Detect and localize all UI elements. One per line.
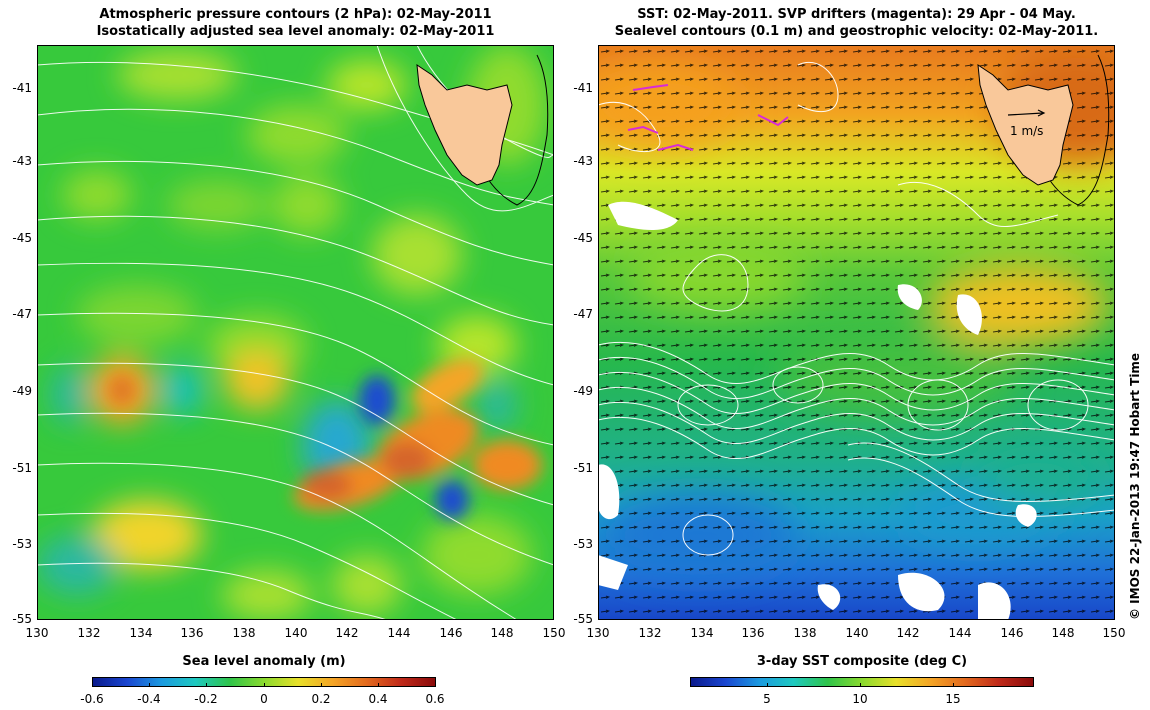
imos-credit: © IMOS 22-Jan-2013 19:47 Hobart Time: [1128, 352, 1142, 620]
left-lat-tick: -51: [12, 461, 32, 475]
left-colorbar-tick: -0.6: [80, 692, 104, 706]
left-lat-tick: -43: [12, 154, 32, 168]
left-title-line-1: Atmospheric pressure contours (2 hPa): 0…: [99, 7, 492, 22]
left-lon-tick: 150: [542, 626, 566, 640]
left-lon-tick: 130: [25, 626, 49, 640]
right-colorbar-title: 3-day SST composite (deg C): [756, 654, 968, 669]
left-lon-tick: 136: [180, 626, 204, 640]
right-lat-tick: -55: [573, 612, 593, 626]
right-lon-tick: 148: [1051, 626, 1075, 640]
sea-level-anomaly-map[interactable]: [37, 45, 554, 620]
right-lon-tick: 136: [741, 626, 765, 640]
right-colorbar-tick: 10: [852, 692, 868, 706]
right-title-line-2: Sealevel contours (0.1 m) and geostrophi…: [614, 24, 1099, 39]
right-title-line-1: SST: 02-May-2011. SVP drifters (magenta)…: [637, 7, 1076, 22]
anomaly-field: [37, 45, 547, 620]
right-lat-tick: -43: [573, 154, 593, 168]
pressure-contours: [37, 45, 554, 620]
left-lon-tick: 142: [335, 626, 359, 640]
velocity-scale-key: 1 m/s: [1007, 109, 1046, 138]
left-lon-tick: 146: [439, 626, 463, 640]
right-lat-tick: -53: [573, 537, 593, 551]
left-colorbar-tick: -0.4: [137, 692, 161, 706]
left-lat-tick: -41: [12, 81, 32, 95]
left-colorbar-tick: 0.6: [425, 692, 445, 706]
right-lon-tick: 140: [845, 626, 869, 640]
left-lon-tick: 138: [232, 626, 256, 640]
left-colorbar-mark: [378, 683, 379, 687]
right-lon-tick: 130: [586, 626, 610, 640]
right-lon-tick: 146: [1000, 626, 1024, 640]
left-colorbar-tick: 0.2: [311, 692, 331, 706]
left-lon-tick: 132: [77, 626, 101, 640]
tasmania-land: [977, 63, 1074, 186]
sst-colorbar: [690, 677, 1034, 687]
left-colorbar-mark: [435, 683, 436, 687]
left-colorbar-mark: [92, 683, 93, 687]
left-colorbar-mark: [321, 683, 322, 687]
svp-drifter-tracks: [627, 84, 789, 151]
right-colorbar-tick: 5: [763, 692, 771, 706]
left-lat-tick: -45: [12, 231, 32, 245]
cloud-mask: [598, 201, 1037, 620]
left-colorbar-mark: [206, 683, 207, 687]
left-lon-tick: 144: [387, 626, 411, 640]
left-lat-tick: -55: [12, 612, 32, 626]
right-lat-tick: -51: [573, 461, 593, 475]
right-map-title: SST: 02-May-2011. SVP drifters (magenta)…: [590, 6, 1123, 40]
left-lon-tick: 140: [284, 626, 308, 640]
right-lon-tick: 138: [793, 626, 817, 640]
right-lon-tick: 150: [1102, 626, 1126, 640]
velocity-scale-label: 1 m/s: [1010, 124, 1043, 138]
left-colorbar-tick: 0: [260, 692, 268, 706]
left-colorbar-title: Sea level anomaly (m): [182, 654, 346, 669]
right-lat-tick: -47: [573, 307, 593, 321]
right-lat-tick: -49: [573, 384, 593, 398]
right-lon-tick: 144: [948, 626, 972, 640]
tasmania-land: [416, 63, 513, 186]
left-title-line-2: Isostatically adjusted sea level anomaly…: [96, 24, 495, 39]
right-colorbar-mark: [860, 683, 861, 687]
left-colorbar-tick: 0.4: [368, 692, 388, 706]
right-lat-tick: -41: [573, 81, 593, 95]
sst-map[interactable]: 1 m/s: [598, 45, 1115, 620]
left-map-title: Atmospheric pressure contours (2 hPa): 0…: [37, 6, 554, 40]
right-lat-tick: -45: [573, 231, 593, 245]
right-colorbar-tick: 15: [945, 692, 961, 706]
right-lon-tick: 142: [896, 626, 920, 640]
left-lon-tick: 148: [490, 626, 514, 640]
sea-level-contours: [598, 61, 1115, 556]
left-lat-tick: -53: [12, 537, 32, 551]
left-lat-tick: -47: [12, 307, 32, 321]
left-colorbar-tick: -0.2: [194, 692, 218, 706]
right-colorbar-mark: [767, 683, 768, 687]
right-lon-tick: 134: [690, 626, 714, 640]
left-lat-tick: -49: [12, 384, 32, 398]
left-lon-tick: 134: [129, 626, 153, 640]
left-colorbar-mark: [264, 683, 265, 687]
right-lon-tick: 132: [638, 626, 662, 640]
left-colorbar-mark: [149, 683, 150, 687]
right-colorbar-mark: [953, 683, 954, 687]
